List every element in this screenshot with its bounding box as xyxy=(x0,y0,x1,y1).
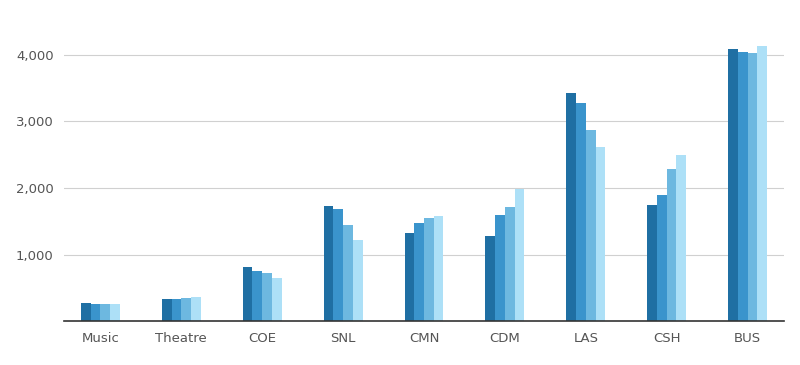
Bar xyxy=(262,273,272,321)
Bar xyxy=(434,216,443,321)
Bar xyxy=(405,233,414,321)
Bar xyxy=(353,240,362,321)
Bar xyxy=(586,130,595,321)
Bar xyxy=(272,278,282,321)
Bar xyxy=(647,204,657,321)
Bar xyxy=(495,215,505,321)
Bar xyxy=(110,304,120,321)
Bar xyxy=(414,223,424,321)
Bar xyxy=(666,169,677,321)
Bar xyxy=(191,297,201,321)
Bar xyxy=(677,155,686,321)
Bar xyxy=(242,266,253,321)
Bar xyxy=(424,218,434,321)
Bar xyxy=(738,52,747,321)
Bar xyxy=(324,206,334,321)
Bar xyxy=(514,189,524,321)
Bar xyxy=(253,270,262,321)
Bar xyxy=(162,299,171,321)
Bar xyxy=(171,299,182,321)
Bar xyxy=(728,49,738,321)
Bar xyxy=(334,209,343,321)
Bar xyxy=(101,304,110,321)
Bar xyxy=(182,298,191,321)
Bar xyxy=(90,304,101,321)
Bar xyxy=(576,103,586,321)
Bar xyxy=(657,195,666,321)
Bar xyxy=(343,224,353,321)
Bar xyxy=(758,46,767,321)
Bar xyxy=(747,53,758,321)
Bar xyxy=(505,207,514,321)
Bar xyxy=(566,93,576,321)
Bar xyxy=(595,147,606,321)
Bar xyxy=(81,303,90,321)
Bar xyxy=(486,236,495,321)
